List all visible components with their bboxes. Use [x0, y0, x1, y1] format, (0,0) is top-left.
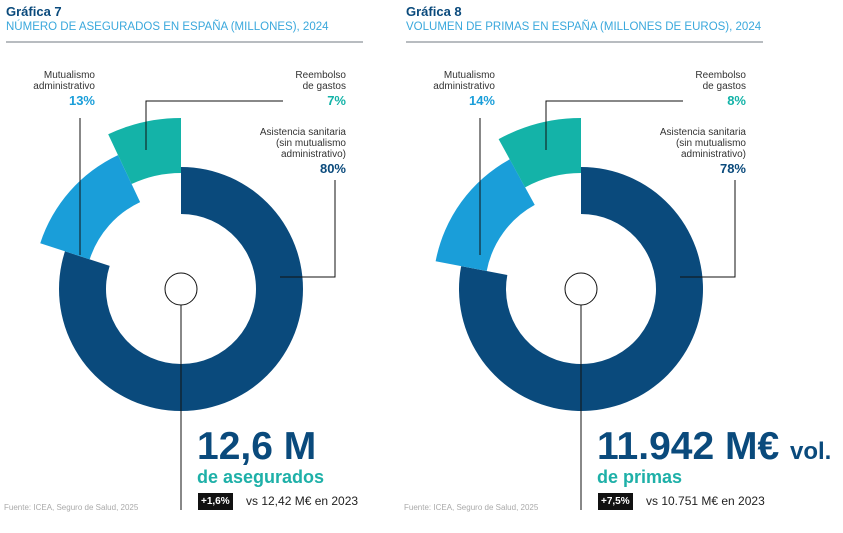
leader-line-2 [145, 100, 283, 150]
source-note: Fuente: ICEA, Seguro de Salud, 2025 [404, 503, 539, 512]
slice-1 [435, 159, 535, 272]
total-value: 12,6 M [197, 425, 316, 469]
slice-pct: 80% [319, 161, 346, 176]
total-suffix: vol. [790, 438, 832, 465]
slice-label-2: Reembolso de gastos 8% [600, 70, 746, 109]
total-subtitle: de asegurados [197, 467, 325, 487]
label-line: Mutualismo [43, 70, 95, 81]
slice-1 [40, 155, 141, 260]
label-line: Asistencia sanitaria [659, 127, 746, 138]
label-line: de gastos [302, 81, 346, 92]
divider [406, 41, 763, 43]
divider [6, 41, 363, 43]
donut-chart [40, 100, 336, 510]
change-badge: +1,6% [198, 493, 233, 510]
chart-panel-8: Gráfica 8 VOLUMEN DE PRIMAS EN ESPAÑA (M… [400, 0, 831, 533]
slice-pct: 8% [727, 93, 746, 108]
center-circle [164, 272, 198, 306]
total-subtitle: de primas [597, 467, 683, 487]
slice-0 [459, 167, 703, 411]
slice-2 [108, 118, 181, 185]
donut-chart [435, 100, 736, 510]
slice-0 [58, 167, 303, 411]
label-line: (sin mutualismo [275, 138, 346, 149]
slice-pct: 7% [327, 93, 346, 108]
label-line: Reembolso [295, 70, 346, 81]
comparison-text: vs 12,42 M€ en 2023 [246, 494, 359, 508]
label-line: administrativo) [680, 149, 746, 160]
label-line: Reembolso [695, 70, 746, 81]
label-line: administrativo [33, 81, 95, 92]
chart-heading: Gráfica 8 [406, 4, 462, 19]
slice-label-1: Mutualismo administrativo 13% [0, 70, 95, 109]
label-line: administrativo) [280, 149, 346, 160]
change-badge: +7,5% [598, 493, 633, 510]
label-line: administrativo [433, 81, 495, 92]
slice-label-0: Asistencia sanitaria (sin mutualismo admin… [600, 127, 746, 177]
center-circle [564, 272, 598, 306]
label-line: Asistencia sanitaria [259, 127, 346, 138]
label-line: (sin mutualismo [675, 138, 746, 149]
slice-label-0: Asistencia sanitaria (sin mutualismo admin… [200, 127, 346, 177]
comparison-text: vs 10.751 M€ en 2023 [646, 494, 765, 508]
slice-label-1: Mutualismo administrativo 14% [400, 70, 495, 109]
label-line: Mutualismo [443, 70, 495, 81]
leader-line-2 [545, 100, 683, 150]
chart-heading: Gráfica 7 [6, 4, 62, 19]
total-number: 12,6 M [197, 425, 317, 468]
slice-label-2: Reembolso de gastos 7% [200, 70, 346, 109]
total-value: 11.942 M€ vol. [597, 425, 831, 469]
total-number: 11.942 M€ [597, 425, 780, 468]
label-line: de gastos [702, 81, 746, 92]
leader-line-0 [280, 180, 336, 278]
slice-2 [498, 118, 581, 188]
slice-pct: 14% [468, 93, 495, 108]
slice-pct: 78% [719, 161, 746, 176]
chart-panel-7: Gráfica 7 NÚMERO DE ASEGURADOS EN ESPAÑA… [0, 0, 420, 533]
chart-title: VOLUMEN DE PRIMAS EN ESPAÑA (MILLONES DE… [406, 21, 762, 33]
leader-line-0 [680, 180, 736, 278]
chart-title: NÚMERO DE ASEGURADOS EN ESPAÑA (MILLONES… [6, 21, 329, 33]
source-note: Fuente: ICEA, Seguro de Salud, 2025 [4, 503, 139, 512]
slice-pct: 13% [68, 93, 95, 108]
